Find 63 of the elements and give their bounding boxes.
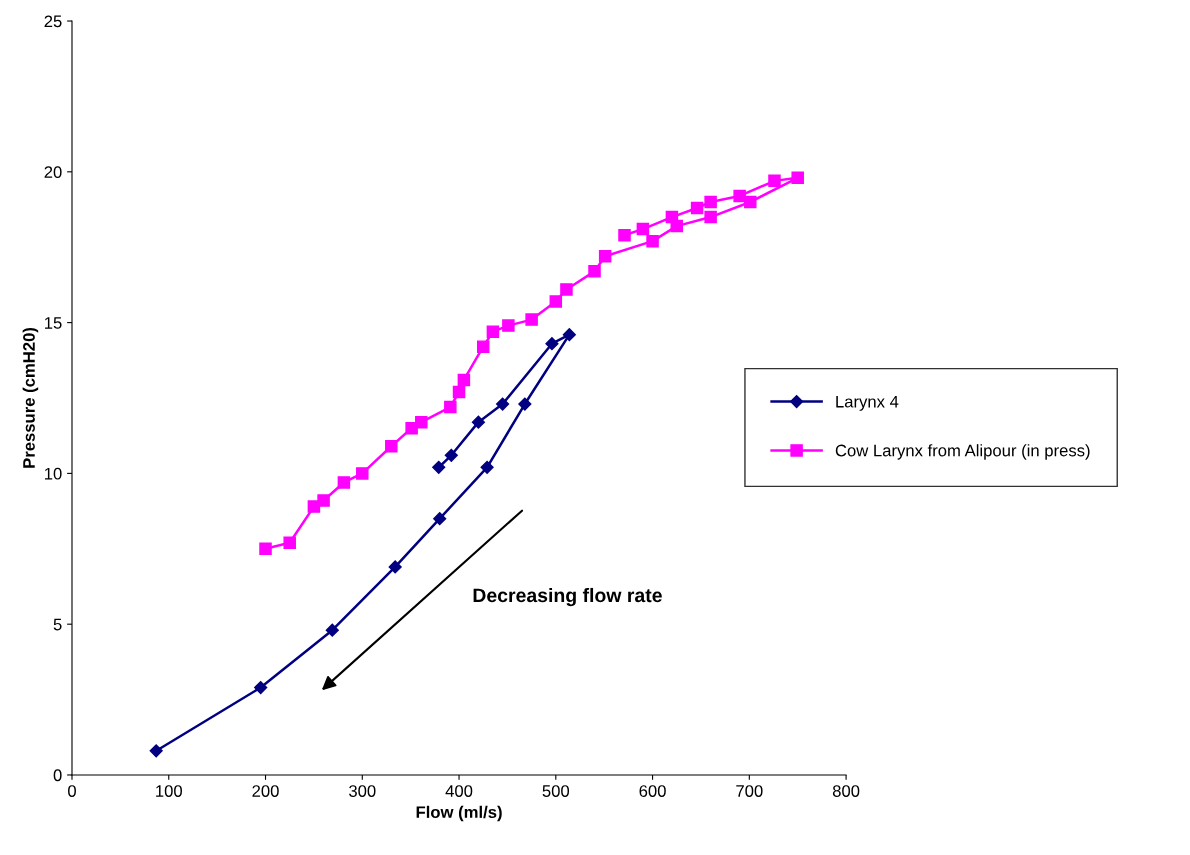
- point: [325, 623, 339, 637]
- point: [560, 283, 573, 296]
- y-tick-label: 10: [45, 467, 62, 480]
- point: [433, 512, 447, 526]
- point: [562, 328, 576, 342]
- point: [502, 319, 515, 332]
- point: [636, 222, 650, 236]
- point: [337, 476, 351, 489]
- y-tick-label: 5: [53, 618, 62, 631]
- point: [405, 421, 418, 435]
- point: [704, 195, 717, 209]
- x-tick-label: 500: [542, 785, 570, 797]
- x-tick-label: 700: [736, 785, 763, 797]
- y-tick-label: 0: [53, 769, 62, 782]
- point: [356, 467, 369, 480]
- point: [457, 373, 471, 387]
- point: [545, 337, 559, 351]
- point: [495, 397, 510, 411]
- point: [385, 440, 398, 453]
- x-tick-label: 100: [156, 785, 183, 797]
- point: [744, 195, 757, 209]
- point: [480, 460, 494, 474]
- x-tick-label: 600: [639, 785, 666, 797]
- y-tick-label: 25: [44, 15, 62, 28]
- point: [486, 325, 500, 338]
- point: [452, 385, 466, 399]
- point: [549, 295, 563, 308]
- point: [254, 680, 268, 695]
- point: [518, 397, 532, 411]
- y-axis-title: Pressure (cmH20): [22, 327, 39, 468]
- x-tick-label: 0: [68, 785, 76, 797]
- point: [259, 542, 272, 556]
- point: [704, 210, 717, 224]
- point: [388, 560, 402, 574]
- point: [646, 234, 659, 248]
- x-tick-label: 200: [252, 785, 279, 797]
- point: [665, 210, 679, 224]
- point: [415, 415, 428, 429]
- point: [476, 340, 490, 353]
- point: [432, 460, 446, 474]
- point: [598, 250, 612, 263]
- x-tick-label: 800: [832, 785, 860, 797]
- x-tick-label: 300: [349, 785, 376, 797]
- point: [283, 536, 296, 550]
- x-tick-label: 400: [445, 785, 473, 797]
- legend-label: Larynx 4: [836, 395, 899, 411]
- point: [317, 494, 330, 507]
- point: [768, 174, 781, 188]
- point: [733, 189, 746, 203]
- point: [149, 744, 163, 758]
- point: [525, 313, 538, 326]
- legend-label: Cow Larynx from Alipour (in press): [835, 444, 1090, 460]
- point: [444, 448, 458, 462]
- point: [791, 171, 804, 185]
- x-axis-title: Flow (ml/s): [416, 805, 502, 822]
- point: [471, 415, 485, 429]
- annotation: Decreasing flow rate: [473, 587, 662, 607]
- point: [690, 201, 704, 215]
- point: [618, 228, 631, 242]
- y-tick-label: 15: [45, 317, 62, 329]
- point: [444, 400, 457, 414]
- y-tick-label: 20: [44, 166, 62, 179]
- point: [588, 265, 601, 278]
